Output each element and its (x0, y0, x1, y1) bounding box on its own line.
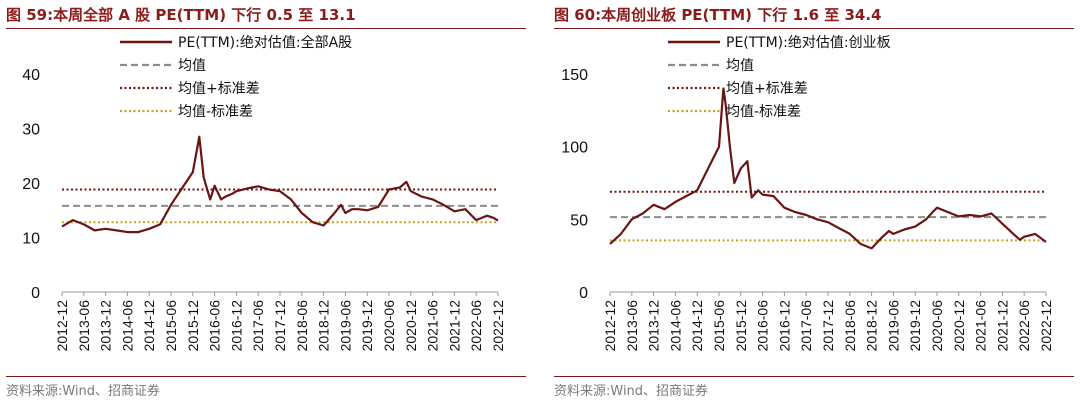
x-tick-label: 2020-12 (951, 300, 967, 352)
x-tick-label: 2013-06 (624, 300, 640, 352)
legend-label: PE(TTM):绝对估值:创业板 (726, 35, 891, 51)
x-tick-label: 2018-12 (864, 300, 880, 352)
x-tick-label: 2021-12 (446, 300, 462, 352)
x-tick-label: 2022-06 (468, 300, 484, 352)
x-tick-label: 2012-12 (54, 300, 70, 352)
legend-label: 均值+标准差 (726, 81, 808, 97)
x-tick-label: 2017-06 (798, 300, 814, 352)
chart-panel-chinext: 图 60:本周创业板 PE(TTM) 下行 1.6 至 34.4 PE(TTM)… (548, 0, 1078, 404)
x-tick-label: 2019-06 (337, 300, 353, 352)
legend-label: 均值-标准差 (178, 104, 253, 120)
x-tick-label: 2022-06 (1016, 300, 1032, 352)
x-tick-label: 2012-12 (602, 300, 618, 352)
y-tick-label: 0 (31, 285, 40, 302)
chart-title: 图 59:本周全部 A 股 PE(TTM) 下行 0.5 至 13.1 (6, 4, 526, 29)
x-tick-label: 2020-06 (929, 300, 945, 352)
x-tick-label: 2018-12 (316, 300, 332, 352)
x-axis: 2012-12 2013-06 2013-12 2014-06 2014-12 2015-… (602, 292, 1054, 351)
chart-title: 图 60:本周创业板 PE(TTM) 下行 1.6 至 34.4 (554, 4, 1074, 29)
x-tick-label: 2021-06 (973, 300, 989, 352)
x-tick-label: 2017-12 (272, 300, 288, 352)
legend-label: 均值+标准差 (178, 81, 260, 97)
x-tick-label: 2018-06 (842, 300, 858, 352)
y-tick-label: 50 (570, 212, 588, 229)
y-tick-label: 20 (22, 176, 40, 193)
x-tick-label: 2015-12 (185, 300, 201, 352)
x-tick-label: 2017-12 (820, 300, 836, 352)
y-tick-label: 100 (561, 140, 588, 157)
y-axis: 0 10 20 30 40 (22, 67, 40, 302)
legend-label: 均值 (178, 58, 206, 74)
x-tick-label: 2019-12 (907, 300, 923, 352)
x-tick-label: 2016-12 (228, 300, 244, 352)
x-tick-label: 2014-06 (119, 300, 135, 352)
x-tick-label: 2018-06 (294, 300, 310, 352)
x-tick-label: 2016-06 (207, 300, 223, 352)
legend-label: 均值 (726, 58, 754, 74)
series-line (609, 87, 1047, 250)
x-tick-label: 2014-12 (141, 300, 157, 352)
y-tick-label: 30 (22, 122, 40, 139)
y-axis: 0 50 100 150 (561, 67, 588, 302)
chart-source: 资料来源:Wind、招商证券 (6, 376, 526, 399)
y-tick-label: 10 (22, 231, 40, 248)
x-tick-label: 2022-12 (1038, 300, 1054, 352)
chart-source: 资料来源:Wind、招商证券 (554, 376, 1074, 399)
x-tick-label: 2015-12 (733, 300, 749, 352)
x-axis: 2012-12 2013-06 2013-12 2014-06 2014-12 2015-… (54, 292, 506, 351)
x-tick-label: 2015-06 (711, 300, 727, 352)
y-tick-label: 40 (22, 67, 40, 84)
x-tick-label: 2021-06 (425, 300, 441, 352)
x-tick-label: 2021-12 (994, 300, 1010, 352)
y-tick-label: 150 (561, 67, 588, 84)
x-tick-label: 2019-06 (885, 300, 901, 352)
x-tick-label: 2015-06 (163, 300, 179, 352)
x-tick-label: 2013-12 (98, 300, 114, 352)
series-line (61, 135, 499, 234)
x-tick-label: 2020-06 (381, 300, 397, 352)
x-tick-label: 2020-12 (403, 300, 419, 352)
x-tick-label: 2017-06 (250, 300, 266, 352)
x-tick-label: 2014-12 (689, 300, 705, 352)
chart-panel-all-a-shares: 图 59:本周全部 A 股 PE(TTM) 下行 0.5 至 13.1 PE(T… (0, 0, 530, 404)
x-tick-label: 2016-12 (776, 300, 792, 352)
x-tick-label: 2014-06 (667, 300, 683, 352)
x-tick-label: 2013-12 (646, 300, 662, 352)
y-tick-label: 0 (579, 285, 588, 302)
legend-label: PE(TTM):绝对估值:全部A股 (178, 34, 352, 51)
x-tick-label: 2022-12 (490, 300, 506, 352)
x-tick-label: 2013-06 (76, 300, 92, 352)
x-tick-label: 2016-06 (755, 300, 771, 352)
legend-label: 均值-标准差 (726, 104, 801, 120)
x-tick-label: 2019-12 (359, 300, 375, 352)
